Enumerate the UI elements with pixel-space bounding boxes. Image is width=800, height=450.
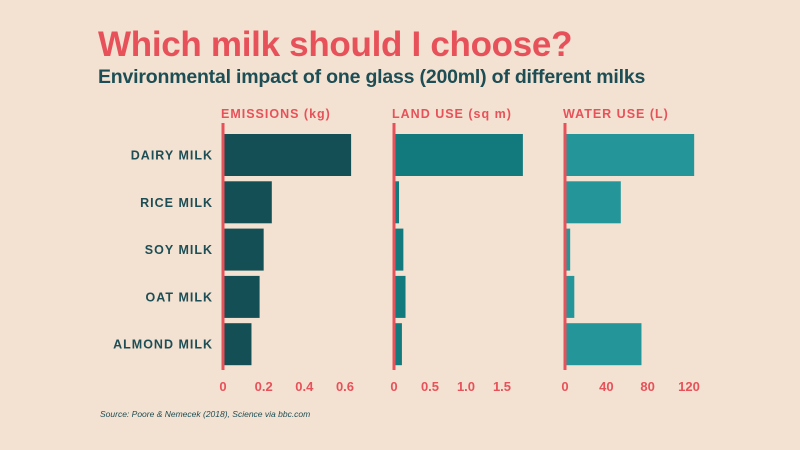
category-label: SOY MILK bbox=[145, 243, 213, 257]
category-labels: DAIRY MILK RICE MILK SOY MILK OAT MILK ALMON… bbox=[113, 149, 213, 352]
chart-panels: EMISSIONS (kg) 0 0.2 0.4 0.6 LAND USE (sq m) 0… bbox=[219, 107, 699, 394]
bar-rice-milk bbox=[565, 181, 621, 224]
panel-title: EMISSIONS (kg) bbox=[221, 107, 331, 121]
chart-title: Which milk should I choose? bbox=[98, 25, 573, 64]
tick-label: 1.5 bbox=[493, 379, 511, 394]
bar-almond-milk bbox=[223, 323, 252, 366]
tick-label: 0.5 bbox=[421, 379, 439, 394]
bar-soy-milk bbox=[223, 228, 264, 271]
tick-label: 0.4 bbox=[295, 379, 314, 394]
bar-oat-milk bbox=[565, 275, 575, 318]
bar-dairy-milk bbox=[565, 134, 695, 176]
tick-label: 120 bbox=[678, 379, 700, 394]
tick-label: 80 bbox=[640, 379, 654, 394]
panel-title: LAND USE (sq m) bbox=[392, 107, 512, 121]
tick-label: 0 bbox=[390, 379, 397, 394]
tick-label: 0.2 bbox=[255, 379, 273, 394]
category-label: RICE MILK bbox=[140, 196, 213, 210]
tick-label: 40 bbox=[599, 379, 613, 394]
tick-label: 1.0 bbox=[457, 379, 475, 394]
tick-label: 0 bbox=[561, 379, 568, 394]
category-label: ALMOND MILK bbox=[113, 338, 213, 352]
category-label: DAIRY MILK bbox=[131, 149, 213, 163]
panel-land-use: LAND USE (sq m) 0 0.5 1.0 1.5 bbox=[390, 107, 523, 394]
panel-emissions: EMISSIONS (kg) 0 0.2 0.4 0.6 bbox=[219, 107, 354, 394]
bar-oat-milk bbox=[223, 275, 260, 318]
bar-rice-milk bbox=[394, 181, 400, 224]
bar-soy-milk bbox=[394, 228, 404, 271]
panel-title: WATER USE (L) bbox=[563, 107, 669, 121]
bar-dairy-milk bbox=[394, 134, 523, 176]
panel-water-use: WATER USE (L) 0 40 80 120 bbox=[561, 107, 699, 394]
bar-soy-milk bbox=[565, 228, 571, 271]
category-label: OAT MILK bbox=[146, 290, 213, 304]
source-note: Source: Poore & Nemecek (2018), Science … bbox=[100, 409, 311, 419]
tick-label: 0 bbox=[219, 379, 226, 394]
bar-rice-milk bbox=[223, 181, 272, 224]
chart-subtitle: Environmental impact of one glass (200ml… bbox=[98, 66, 646, 88]
tick-label: 0.6 bbox=[336, 379, 354, 394]
bar-almond-milk bbox=[565, 323, 642, 366]
bar-oat-milk bbox=[394, 275, 406, 318]
bar-dairy-milk bbox=[223, 134, 352, 176]
bar-almond-milk bbox=[394, 323, 402, 366]
